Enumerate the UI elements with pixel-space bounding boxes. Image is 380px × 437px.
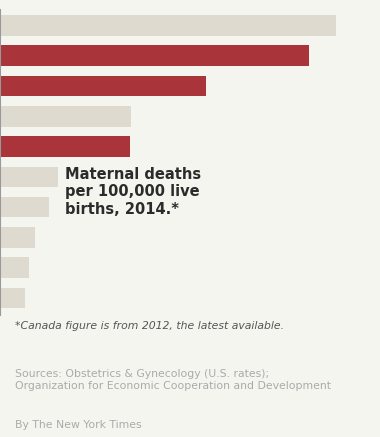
Bar: [0, 166, 58, 187]
Bar: [0, 106, 131, 127]
Text: Sources: Obstetrics & Gynecology (U.S. rates);
Organization for Economic Coopera: Sources: Obstetrics & Gynecology (U.S. r…: [15, 369, 331, 391]
Bar: [0, 257, 28, 278]
Text: Maternal deaths
per 100,000 live
births, 2014.*: Maternal deaths per 100,000 live births,…: [65, 167, 201, 217]
Bar: [0, 197, 49, 218]
Text: *Canada figure is from 2012, the latest available.: *Canada figure is from 2012, the latest …: [15, 321, 284, 331]
Bar: [0, 15, 336, 36]
Bar: [0, 45, 309, 66]
Bar: [0, 136, 130, 157]
Text: By The New York Times: By The New York Times: [15, 420, 142, 430]
Bar: [0, 288, 25, 308]
Bar: [0, 227, 35, 248]
Bar: [0, 76, 206, 96]
